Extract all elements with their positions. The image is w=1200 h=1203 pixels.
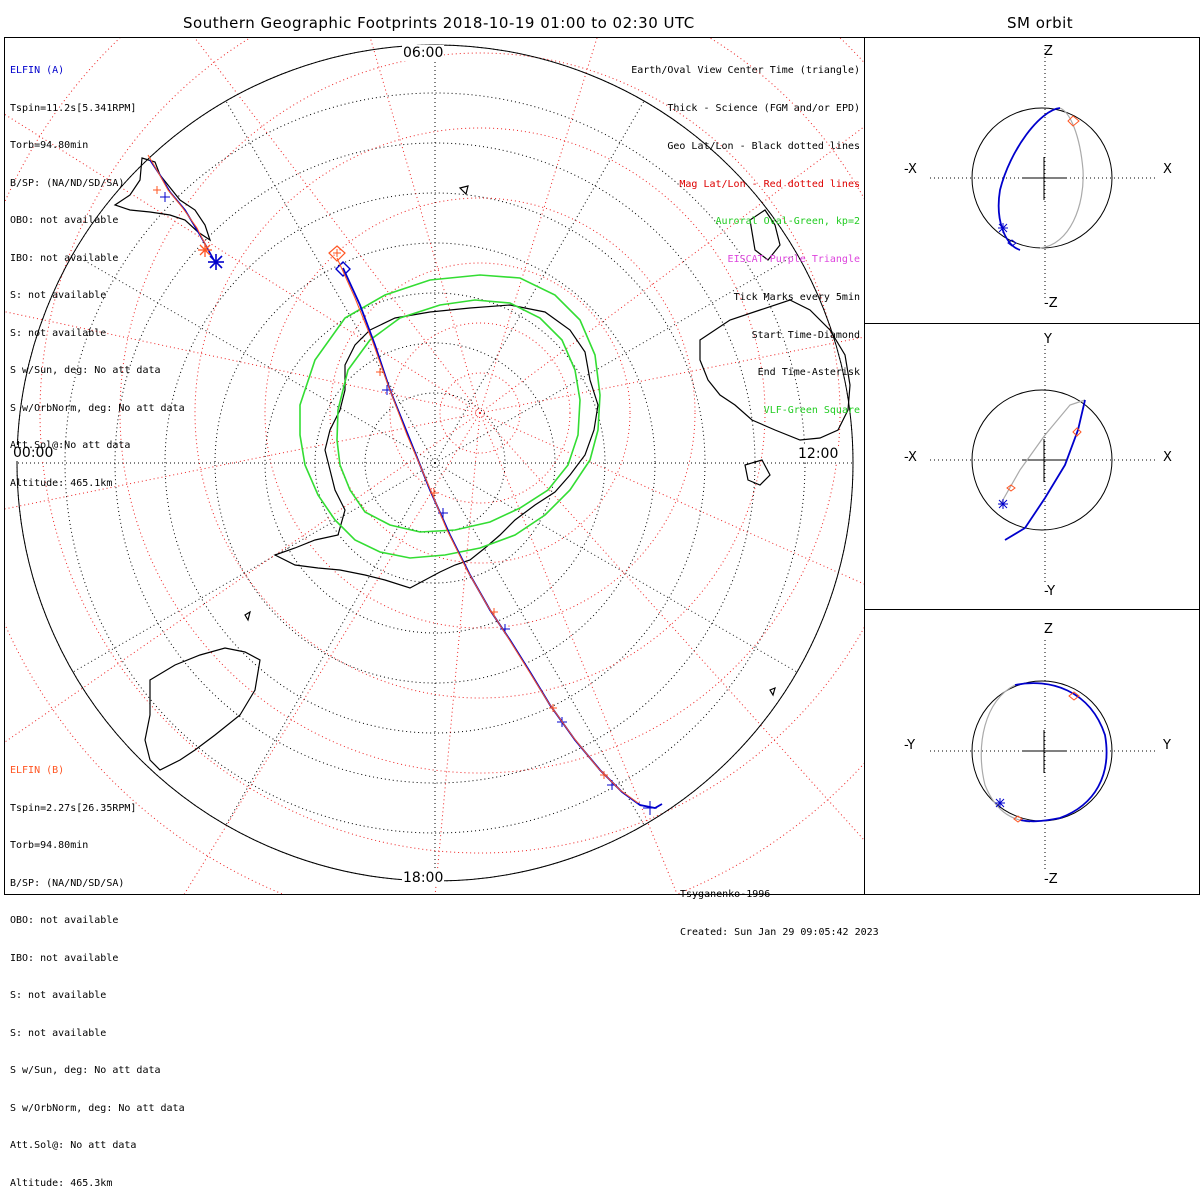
elfin-b-line: S: not available (10, 990, 107, 1001)
polar-map (5, 38, 1158, 894)
elfin-b-line: Altitude: 465.3km (10, 1177, 113, 1189)
elfin-b-line: OBO: not available (10, 915, 119, 926)
time-label-top: 06:00 (402, 45, 445, 61)
legend-item: Earth/Oval View Center Time (triangle) (631, 65, 860, 77)
tasmania-coast (744, 459, 771, 486)
auroral-ovals (299, 274, 601, 559)
sm3-axis-left: -Y (904, 738, 916, 753)
sm1-axis-bottom: -Z (1044, 296, 1058, 311)
elfin-a-name: ELFIN (A) (10, 65, 65, 76)
elfin-b-line: IBO: not available (10, 952, 119, 964)
sm3-axis-right: Y (1163, 738, 1171, 753)
elfin-b-line: S w/Sun, deg: No att data (10, 1065, 161, 1076)
legend-item: VLF-Green Square (763, 405, 860, 417)
geo-lon-lines (17, 45, 853, 881)
sm1-axis-top: Z (1044, 44, 1053, 59)
elfin-a-line: S w/Sun, deg: No att data (10, 365, 161, 376)
sm2-axis-right: X (1163, 450, 1172, 465)
africa-coast (144, 647, 261, 771)
elfin-a-line: Att.Sol@:No att data (10, 440, 131, 451)
elfin-b-line: B/SP: (NA/ND/SD/SA) (10, 877, 125, 889)
elfin-b-line: S: not available (10, 1027, 107, 1039)
mag-lat-circles (5, 38, 864, 894)
sm-plot-xz (930, 45, 1158, 300)
sm3-axis-top: Z (1044, 622, 1053, 637)
elfin-a-line: Tspin=11.2s[5.341RPM] (10, 102, 137, 114)
legend-item: Auroral Oval-Green, kp=2 (715, 216, 861, 228)
elfin-a-line: Torb=94.80min (10, 140, 89, 151)
time-label-right: 12:00 (797, 446, 840, 462)
sm-orbit-title: SM orbit (1007, 14, 1074, 32)
sm2-axis-bottom: -Y (1044, 584, 1056, 599)
elfin-a-line: OBO: not available (10, 215, 119, 226)
sm-plot-yz (930, 640, 1158, 870)
model-name: Tsyganenko-1996 (680, 889, 771, 900)
elfin-b-track (147, 154, 639, 804)
sm1-axis-left: -X (904, 162, 917, 177)
new-zealand-coast (749, 209, 781, 261)
sm2-axis-top: Y (1044, 332, 1052, 347)
elfin-a-line: S: not available (10, 327, 107, 339)
legend: Earth/Oval View Center Time (triangle) T… (631, 40, 860, 430)
time-label-bottom: 18:00 (402, 870, 445, 886)
legend-item: Mag Lat/Lon - Red dotted lines (679, 178, 860, 190)
elfin-a-track (149, 159, 663, 815)
australia-coast (699, 299, 851, 441)
elfin-a-line: B/SP: (NA/ND/SD/SA) (10, 177, 125, 189)
elfin-b-line: S w/OrbNorm, deg: No att data (10, 1102, 185, 1114)
legend-item: Thick - Science (FGM and/or EPD) (667, 102, 860, 114)
elfin-b-line: Att.Sol@: No att data (10, 1140, 137, 1151)
auroral-oval-outer (299, 274, 601, 559)
elfin-a-start-diamond (335, 261, 351, 277)
legend-item: Tick Marks every 5min (733, 291, 860, 303)
map-title: Southern Geographic Footprints 2018-10-1… (183, 14, 695, 32)
elfin-a-end-asterisk (208, 254, 224, 270)
sm-orbit-plots (930, 45, 1158, 870)
auroral-oval-inner (336, 299, 581, 533)
created-timestamp: Created: Sun Jan 29 09:05:42 2023 (680, 926, 879, 938)
time-label-left: 00:00 (12, 445, 55, 461)
sm1-axis-right: X (1163, 162, 1172, 177)
antarctica-coast (273, 304, 599, 589)
elfin-b-line: Torb=94.80min (10, 840, 89, 851)
legend-item: Geo Lat/Lon - Black dotted lines (667, 140, 860, 152)
legend-item: EISCAT-Purple Triangle (727, 254, 860, 266)
elfin-a-line: S: not available (10, 290, 107, 301)
sm2-axis-left: -X (904, 450, 917, 465)
elfin-b-info: ELFIN (B) Tspin=2.27s[26.35RPM] Torb=94.… (10, 740, 185, 1203)
elfin-b-line: Tspin=2.27s[26.35RPM] (10, 802, 137, 814)
elfin-a-line: S w/OrbNorm, deg: No att data (10, 402, 185, 414)
legend-item: End Time-Asterisk (757, 367, 860, 379)
elfin-b-start-diamond (328, 245, 346, 262)
legend-item: Start Time-Diamond (751, 329, 860, 341)
elfin-b-end-asterisk (198, 243, 212, 257)
mag-lon-lines (5, 38, 864, 894)
sm3-axis-bottom: -Z (1044, 872, 1058, 887)
elfin-a-line: IBO: not available (10, 252, 119, 264)
elfin-a-info: ELFIN (A) Tspin=11.2s[5.341RPM] Torb=94.… (10, 40, 185, 503)
sm-plot-xy (930, 345, 1158, 585)
footer: Tsyganenko-1996 Created: Sun Jan 29 09:0… (680, 864, 879, 952)
elfin-b-name: ELFIN (B) (10, 765, 65, 776)
elfin-a-line: Altitude: 465.1km (10, 477, 113, 489)
